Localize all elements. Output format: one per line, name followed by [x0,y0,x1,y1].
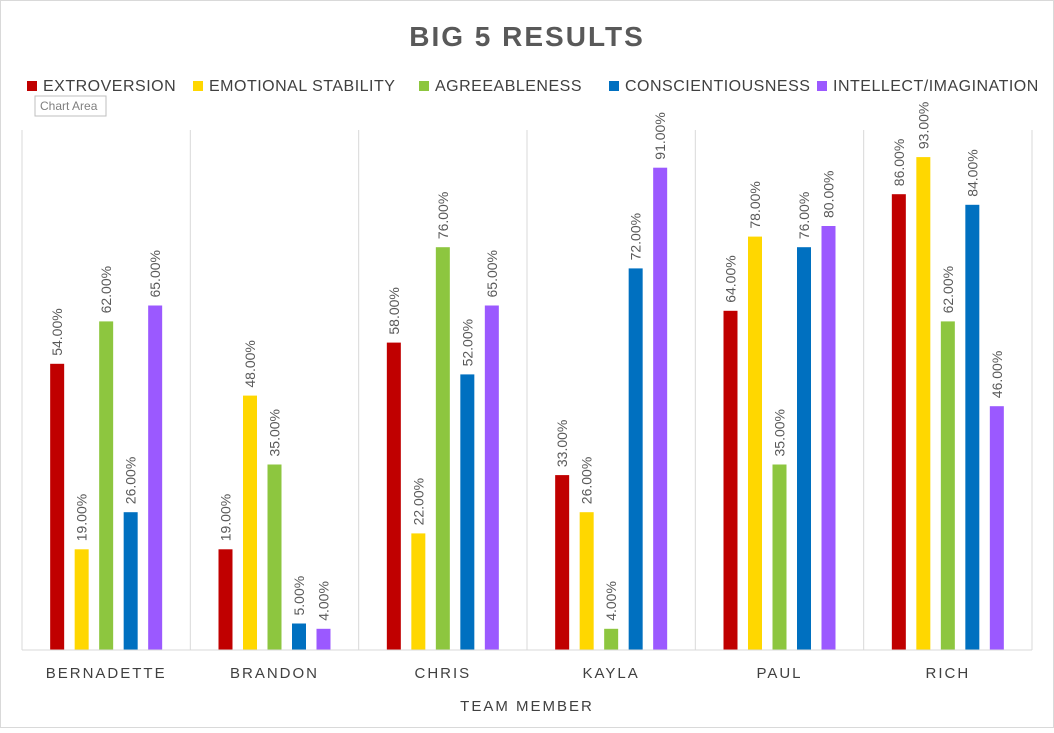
bar[interactable] [218,549,233,650]
bar[interactable] [148,305,163,651]
tooltip-label: Chart Area [40,99,98,113]
data-label: 64.00% [723,255,739,302]
bar[interactable] [74,549,89,650]
chart-title: BIG 5 RESULTS [409,21,645,52]
data-label: 80.00% [821,171,837,218]
legend-item[interactable]: CONSCIENTIOUSNESS [609,78,810,95]
data-label: 91.00% [652,112,668,159]
bar[interactable] [748,236,762,650]
legend-swatch [193,81,203,91]
bar[interactable] [916,157,931,650]
bar[interactable] [989,406,1004,650]
data-labels: 54.00% 19.00% 62.00% 26.00% 65.00% 19.00% 48.0… [49,102,1005,621]
data-label: 33.00% [554,420,570,467]
data-label: 62.00% [940,266,956,313]
bar[interactable] [653,167,668,650]
data-label: 78.00% [747,181,763,228]
bar[interactable] [484,305,499,651]
data-label: 72.00% [628,213,644,260]
data-label: 48.00% [242,340,258,387]
bar[interactable] [292,623,306,651]
bar[interactable] [940,321,955,650]
bar[interactable] [579,512,594,650]
data-label: 35.00% [772,409,788,456]
bar[interactable] [772,464,787,651]
data-label: 76.00% [796,192,812,239]
legend-swatch [817,81,827,91]
data-label: 4.00% [603,581,619,621]
legend-item[interactable]: AGREEABLENESS [419,78,582,95]
legend-item[interactable]: EMOTIONAL STABILITY [193,78,395,95]
data-label: 65.00% [147,250,163,297]
data-label: 26.00% [123,457,139,504]
bar[interactable] [50,363,65,650]
data-label: 93.00% [915,102,931,149]
data-label: 86.00% [891,139,907,186]
bar[interactable] [411,533,426,650]
data-label: 84.00% [964,149,980,196]
category-label: BRANDON [230,665,319,682]
bar[interactable] [99,321,114,650]
category-label: PAUL [756,665,802,682]
bar[interactable] [555,475,570,650]
bar[interactable] [628,268,643,650]
chart-area-tooltip: Chart Area [34,95,107,117]
category-label: RICH [925,665,970,682]
legend-label: CONSCIENTIOUSNESS [625,78,810,95]
bar[interactable] [965,204,980,651]
data-label: 62.00% [98,266,114,313]
data-label: 52.00% [459,319,475,366]
bar[interactable] [797,247,811,650]
bar[interactable] [723,310,738,650]
bar[interactable] [435,247,450,650]
bar[interactable] [386,342,401,650]
legend-swatch [27,81,37,91]
category-labels: BERNADETTE BRANDON CHRIS KAYLA PAUL RICH [46,665,970,682]
legend-item[interactable]: EXTROVERSION [27,78,176,95]
data-label: 46.00% [989,351,1005,398]
bar[interactable] [316,628,331,650]
legend-swatch [609,81,619,91]
data-label: 65.00% [484,250,500,297]
bars [50,157,1004,651]
bar[interactable] [821,226,836,650]
bar[interactable] [123,512,138,650]
data-label: 5.00% [291,576,307,616]
bar[interactable] [460,374,475,650]
bar[interactable] [243,395,257,650]
category-label: KAYLA [583,665,640,682]
data-label: 4.00% [316,581,332,621]
category-label: BERNADETTE [46,665,167,682]
data-label: 19.00% [218,494,234,541]
legend-label: EXTROVERSION [43,78,176,95]
data-label: 58.00% [386,287,402,334]
data-label: 19.00% [74,494,90,541]
data-label: 26.00% [579,457,595,504]
data-label: 22.00% [410,478,426,525]
data-label: 54.00% [49,308,65,355]
tooltip-box [34,95,107,117]
data-label: 35.00% [267,409,283,456]
legend-label: EMOTIONAL STABILITY [209,78,395,95]
legend-label: AGREEABLENESS [435,78,582,95]
legend: EXTROVERSION EMOTIONAL STABILITY AGREEABLE… [27,78,1039,95]
bar[interactable] [891,194,906,650]
legend-item[interactable]: INTELLECT/IMAGINATION [817,78,1039,95]
x-axis-title: TEAM MEMBER [460,698,594,715]
category-separators [21,130,1033,650]
legend-swatch [419,81,429,91]
legend-label: INTELLECT/IMAGINATION [833,78,1039,95]
bar[interactable] [604,628,619,650]
bar[interactable] [267,464,282,651]
data-label: 76.00% [435,192,451,239]
category-label: CHRIS [414,665,471,682]
